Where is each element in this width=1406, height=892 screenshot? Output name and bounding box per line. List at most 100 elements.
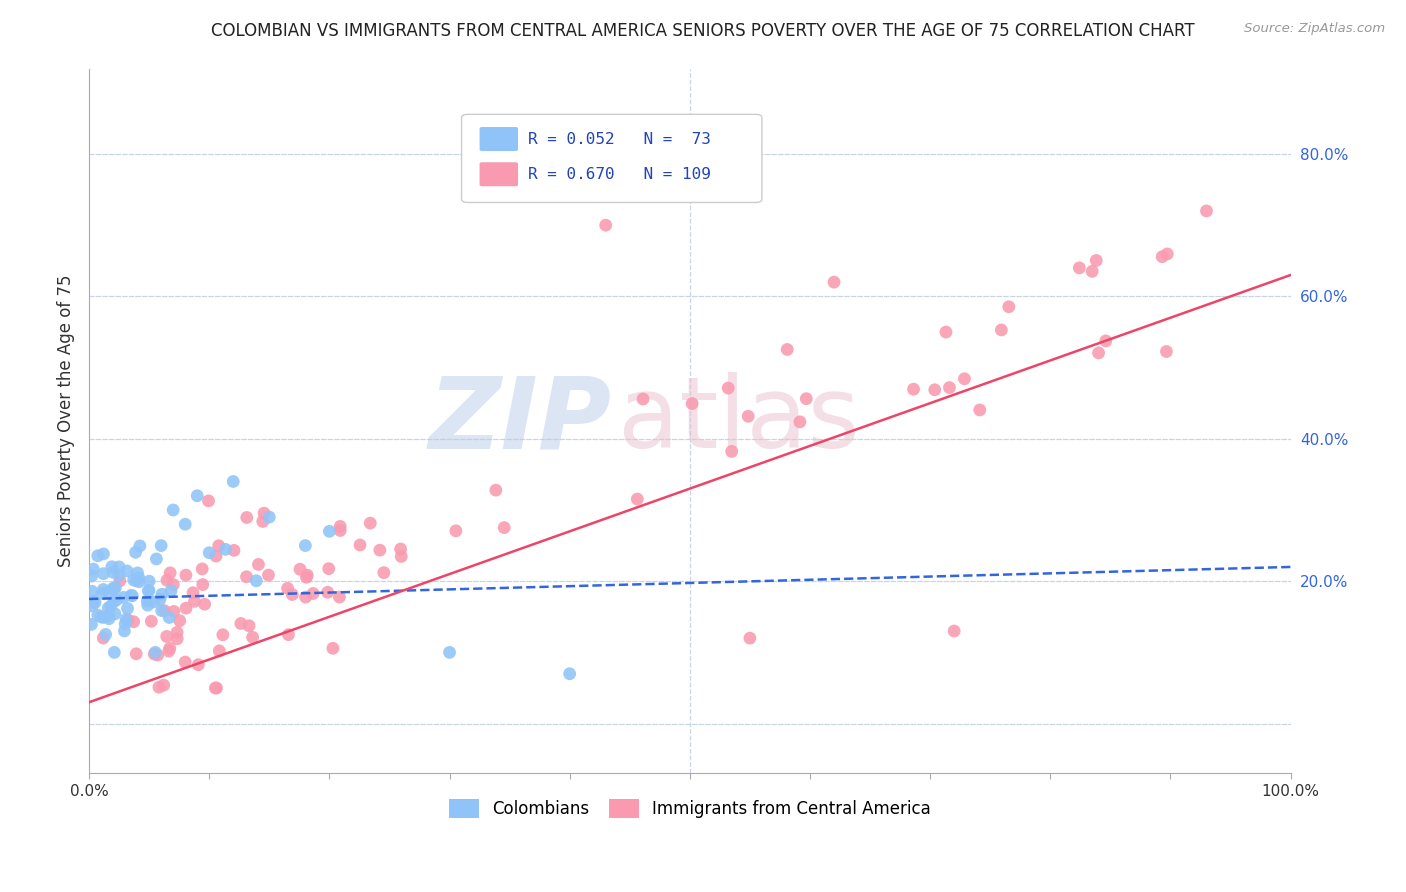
Point — [143, 645, 166, 659]
Y-axis label: Seniors Poverty Over the Age of 75: Seniors Poverty Over the Age of 75 — [58, 275, 75, 567]
Text: Source: ZipAtlas.com: Source: ZipAtlas.com — [1244, 22, 1385, 36]
Point — [83, 594, 105, 608]
Point — [238, 619, 260, 633]
Point — [150, 587, 173, 601]
Point — [288, 562, 311, 576]
Point — [174, 601, 197, 615]
Point — [1087, 346, 1109, 360]
Point — [169, 614, 191, 628]
Point — [322, 641, 344, 656]
FancyBboxPatch shape — [461, 114, 762, 202]
Point — [103, 566, 125, 580]
Point — [93, 547, 115, 561]
Point — [191, 577, 214, 591]
Point — [329, 524, 352, 538]
Point — [794, 392, 817, 406]
Point — [302, 586, 325, 600]
Legend: Colombians, Immigrants from Central America: Colombians, Immigrants from Central Amer… — [441, 792, 938, 825]
Point — [101, 582, 124, 596]
Point — [121, 589, 143, 603]
Point — [990, 323, 1012, 337]
Point — [108, 567, 131, 582]
Point — [141, 614, 163, 628]
Point — [166, 625, 188, 640]
Point — [318, 561, 340, 575]
Point — [160, 583, 183, 598]
Point — [105, 593, 128, 607]
Point — [245, 574, 267, 588]
Point — [125, 647, 148, 661]
Point — [104, 607, 127, 621]
Point — [91, 631, 114, 645]
Point — [129, 539, 152, 553]
Point — [156, 629, 179, 643]
Point — [349, 538, 371, 552]
Point — [145, 552, 167, 566]
Point — [82, 562, 104, 576]
Point — [101, 559, 124, 574]
Point — [191, 562, 214, 576]
Point — [148, 680, 170, 694]
Point — [80, 617, 103, 632]
Point — [1156, 344, 1178, 359]
Point — [108, 574, 131, 588]
Point — [439, 645, 461, 659]
Point — [181, 586, 204, 600]
Point — [142, 595, 165, 609]
Point — [156, 574, 179, 588]
Point — [558, 666, 581, 681]
Point — [998, 300, 1021, 314]
Point — [117, 613, 139, 627]
Point — [197, 494, 219, 508]
Point — [626, 491, 648, 506]
Point — [127, 566, 149, 580]
Point — [204, 681, 226, 695]
Point — [97, 601, 120, 615]
Point — [128, 574, 150, 589]
Point — [953, 372, 976, 386]
Point — [186, 489, 208, 503]
Point — [150, 539, 173, 553]
Text: COLOMBIAN VS IMMIGRANTS FROM CENTRAL AMERICA SENIORS POVERTY OVER THE AGE OF 75 : COLOMBIAN VS IMMIGRANTS FROM CENTRAL AME… — [211, 22, 1195, 40]
Point — [329, 519, 352, 533]
Point — [157, 610, 180, 624]
Point — [1085, 253, 1108, 268]
Point — [152, 678, 174, 692]
Point — [208, 539, 231, 553]
Point — [789, 415, 811, 429]
Point — [1152, 250, 1174, 264]
Point — [222, 543, 245, 558]
Point — [194, 597, 217, 611]
Point — [281, 588, 304, 602]
Point — [631, 392, 654, 406]
Point — [211, 628, 233, 642]
Point — [373, 566, 395, 580]
Point — [247, 558, 270, 572]
Point — [776, 343, 799, 357]
Point — [295, 570, 318, 584]
Point — [100, 599, 122, 614]
Point — [494, 520, 516, 534]
Point — [163, 604, 186, 618]
Point — [93, 582, 115, 597]
Point — [174, 568, 197, 582]
Point — [681, 396, 703, 410]
Point — [80, 599, 103, 613]
Point — [159, 566, 181, 580]
Point — [198, 546, 221, 560]
Point — [738, 126, 761, 140]
Point — [80, 569, 103, 583]
Point — [205, 681, 228, 695]
Point — [717, 381, 740, 395]
Point — [91, 610, 114, 624]
Text: R = 0.670   N = 109: R = 0.670 N = 109 — [527, 167, 710, 182]
Point — [117, 601, 139, 615]
Point — [328, 590, 350, 604]
Point — [205, 549, 228, 563]
Point — [97, 612, 120, 626]
Point — [166, 632, 188, 646]
Point — [97, 608, 120, 623]
Point — [235, 570, 257, 584]
Point — [222, 475, 245, 489]
Point — [80, 584, 103, 599]
